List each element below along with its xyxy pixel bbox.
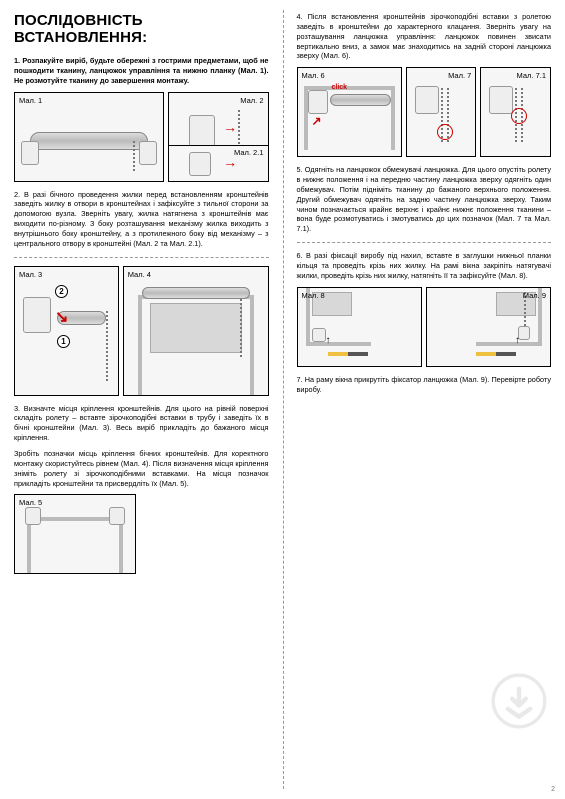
figure-7: Мал. 7: [406, 67, 477, 157]
figure-1-label: Мал. 1: [19, 96, 42, 105]
figure-1: Мал. 1: [14, 92, 164, 182]
figure-row-3: Мал. 5: [14, 494, 269, 574]
figure-row-2: Мал. 3 1 2 ↘ Мал. 4: [14, 266, 269, 396]
figure-7-label: Мал. 7: [448, 71, 471, 80]
figure-5: Мал. 5: [14, 494, 136, 574]
figure-2-label: Мал. 2: [240, 96, 263, 105]
left-column: ПОСЛІДОВНІСТЬ ВСТАНОВЛЕННЯ: 1. Розпакуйт…: [0, 0, 283, 799]
step-6-text: 6. В разі фіксації виробу під нахил, вст…: [297, 251, 552, 281]
figure-4-label: Мал. 4: [128, 270, 151, 279]
num-2: 2: [55, 285, 68, 298]
right-column: 4. Після встановлення кронштейнів зірочк…: [283, 0, 565, 799]
step-5-text: 5. Одягніть на ланцюжок обмежувачі ланцю…: [297, 165, 552, 234]
step-7-text: 7. На раму вікна прикрутіть фіксатор лан…: [297, 375, 552, 395]
figure-row-4: Мал. 6 click ↗ Мал. 7 Мал. 7.1: [297, 67, 552, 157]
figure-row-1: Мал. 1 Мал. 2 → Мал. 2.1 →: [14, 92, 269, 182]
figure-9: Мал. 9 ↑: [426, 287, 551, 367]
num-1: 1: [57, 335, 70, 348]
click-label: click: [332, 84, 348, 91]
figure-row-5: Мал. 8 ↑ Мал. 9 ↑: [297, 287, 552, 367]
watermark-icon: [491, 673, 547, 729]
page: ПОСЛІДОВНІСТЬ ВСТАНОВЛЕННЯ: 1. Розпакуйт…: [0, 0, 565, 799]
step-4-text: 4. Після встановлення кронштейнів зірочк…: [297, 12, 552, 61]
figure-9-label: Мал. 9: [523, 291, 546, 300]
figure-3: Мал. 3 1 2 ↘: [14, 266, 119, 396]
step-1-text: 1. Розпакуйте виріб, будьте обережні з г…: [14, 56, 269, 86]
h-divider-right-1: [297, 242, 552, 243]
figure-4: Мал. 4: [123, 266, 269, 396]
figure-21-label: Мал. 2.1: [234, 148, 263, 157]
figure-8-label: Мал. 8: [302, 291, 325, 300]
figure-2: Мал. 2 → Мал. 2.1 →: [168, 92, 269, 182]
step-3b-text: Зробіть позначки місць кріплення бічних …: [14, 449, 269, 488]
h-divider-left-1: [14, 257, 269, 258]
figure-6: Мал. 6 click ↗: [297, 67, 402, 157]
figure-71-label: Мал. 7.1: [517, 71, 546, 80]
figure-3-label: Мал. 3: [19, 270, 42, 279]
step-2-text: 2. В разі бічного проведення жилки перед…: [14, 190, 269, 249]
page-number: 2: [551, 786, 555, 793]
page-title: ПОСЛІДОВНІСТЬ ВСТАНОВЛЕННЯ:: [14, 12, 269, 46]
figure-6-label: Мал. 6: [302, 71, 325, 80]
figure-71: Мал. 7.1: [480, 67, 551, 157]
figure-5-label: Мал. 5: [19, 498, 42, 507]
figure-8: Мал. 8 ↑: [297, 287, 422, 367]
step-3a-text: 3. Визначте місця кріплення кронштейнів.…: [14, 404, 269, 443]
